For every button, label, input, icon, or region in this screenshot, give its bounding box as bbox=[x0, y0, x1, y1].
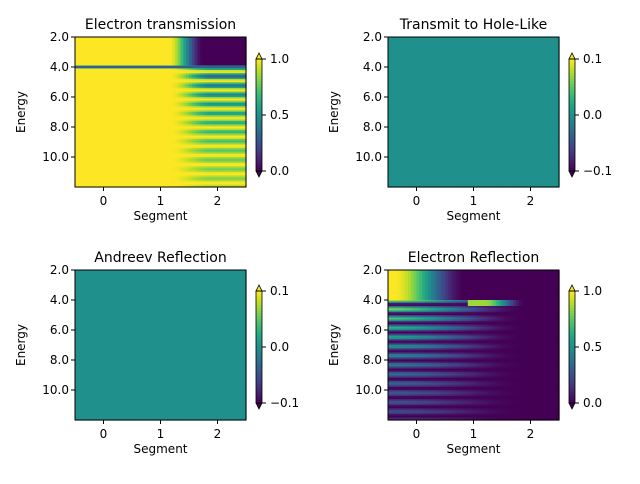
heatmap-cells bbox=[75, 37, 247, 188]
